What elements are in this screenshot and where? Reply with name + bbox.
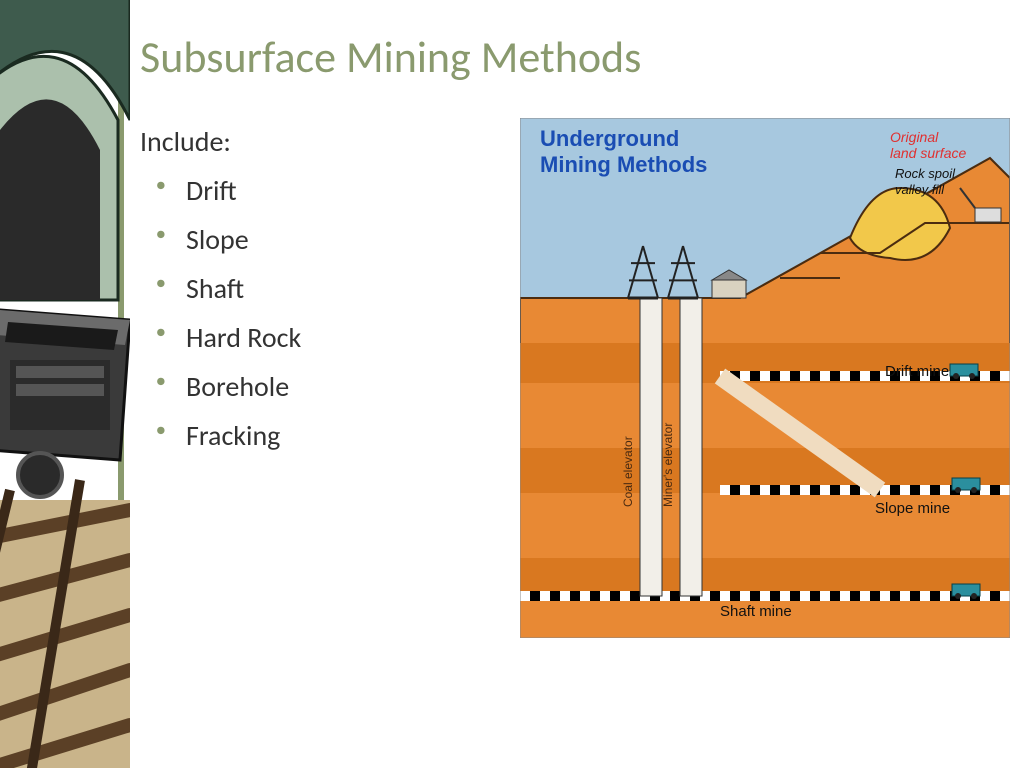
svg-text:Coal elevator: Coal elevator bbox=[621, 436, 635, 507]
list-item: Fracking bbox=[156, 418, 520, 453]
sidebar-svg bbox=[0, 0, 130, 768]
slide-sidebar-illustration bbox=[0, 0, 130, 768]
svg-text:Shaft mine: Shaft mine bbox=[720, 603, 792, 620]
svg-text:valley fill: valley fill bbox=[895, 182, 945, 197]
svg-text:Slope mine: Slope mine bbox=[875, 500, 950, 517]
svg-text:Original: Original bbox=[890, 129, 939, 145]
list-item: Drift bbox=[156, 173, 520, 208]
svg-text:land surface: land surface bbox=[890, 145, 966, 161]
methods-list: Drift Slope Shaft Hard Rock Borehole Fra… bbox=[140, 173, 520, 453]
svg-text:Mining Methods: Mining Methods bbox=[540, 152, 707, 177]
svg-text:Miner's elevator: Miner's elevator bbox=[661, 423, 675, 507]
slide-text-content: Subsurface Mining Methods Include: Drift… bbox=[140, 30, 520, 467]
intro-label: Include: bbox=[140, 124, 520, 159]
mining-diagram: Coal elevator Miner's elevator Underground… bbox=[520, 118, 1010, 638]
slide-title: Subsurface Mining Methods bbox=[140, 30, 520, 84]
list-item: Borehole bbox=[156, 369, 520, 404]
list-item: Hard Rock bbox=[156, 320, 520, 355]
diagram-svg: Coal elevator Miner's elevator Underground… bbox=[520, 118, 1010, 638]
svg-text:Rock spoil: Rock spoil bbox=[895, 166, 956, 181]
svg-text:Underground: Underground bbox=[540, 126, 679, 151]
svg-text:Drift mine: Drift mine bbox=[885, 363, 949, 380]
list-item: Slope bbox=[156, 222, 520, 257]
list-item: Shaft bbox=[156, 271, 520, 306]
